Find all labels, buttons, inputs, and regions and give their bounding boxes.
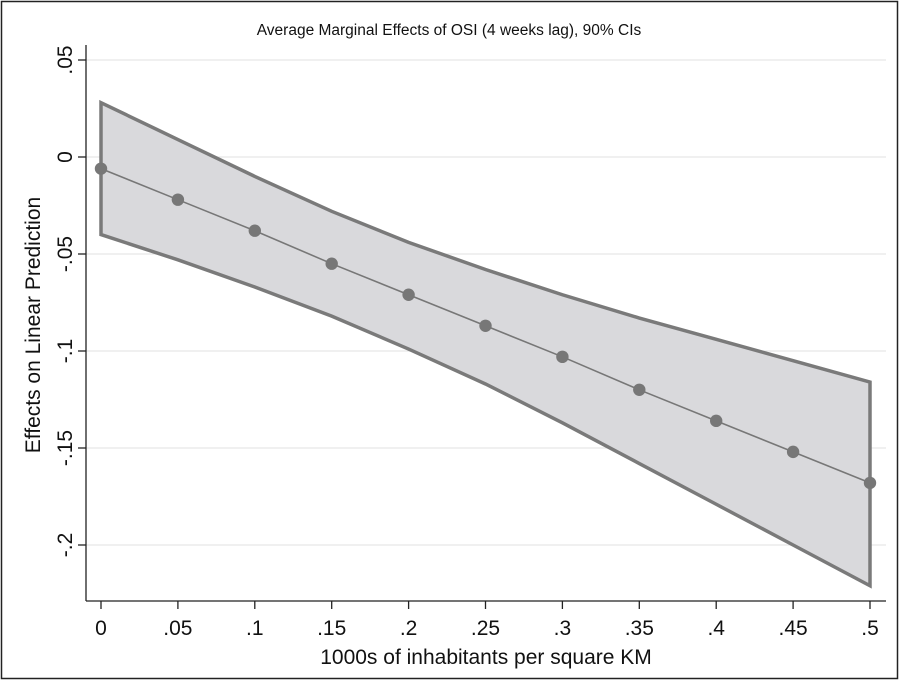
- data-point-6: [556, 350, 569, 364]
- y-tick-label-4: -.15: [54, 430, 77, 466]
- data-point-4: [402, 288, 415, 301]
- data-point-9: [786, 445, 800, 459]
- x-tick-label-3: .15: [317, 617, 346, 640]
- data-point-3: [325, 257, 338, 270]
- y-tick-label-5: -.2: [54, 533, 77, 558]
- x-tick-label-7: .35: [625, 617, 654, 640]
- data-point-5: [479, 319, 492, 332]
- y-tick-label-2: -.05: [54, 236, 77, 272]
- confidence-band-area: [99, 99, 872, 589]
- x-tick-labels: 0 .05 .1 .15 .2 .25 .3 .35 .4 .45 .5: [95, 617, 879, 640]
- y-tick-label-3: -.1: [54, 339, 77, 364]
- x-tick-label-10: .5: [861, 617, 879, 640]
- axes: [78, 45, 886, 609]
- chart-title: Average Marginal Effects of OSI (4 weeks…: [257, 22, 642, 39]
- y-tick-label-0: .05: [54, 45, 77, 74]
- x-tick-label-9: .45: [778, 617, 807, 640]
- data-point-7: [633, 383, 646, 396]
- x-tick-label-8: .4: [707, 617, 725, 640]
- x-tick-label-5: .25: [471, 617, 500, 640]
- x-tick-label-4: .2: [400, 617, 418, 640]
- y-tick-label-1: 0: [54, 151, 77, 163]
- confidence-band: [99, 99, 872, 589]
- y-axis-title: Effects on Linear Prediction: [22, 197, 45, 453]
- data-point-1: [171, 193, 185, 206]
- x-axis-title: 1000s of inhabitants per square KM: [320, 646, 652, 669]
- x-tick-label-0: 0: [95, 617, 107, 640]
- x-tick-label-1: .05: [163, 617, 192, 640]
- data-point-10: [863, 476, 877, 490]
- x-tick-label-6: .3: [554, 617, 572, 640]
- y-tick-labels: .05 0 -.05 -.1 -.15 -.2: [54, 45, 77, 557]
- series-markers: [94, 162, 877, 490]
- data-point-2: [248, 224, 261, 237]
- x-tick-label-2: .1: [246, 617, 264, 640]
- data-point-0: [94, 162, 108, 175]
- data-point-8: [710, 414, 723, 428]
